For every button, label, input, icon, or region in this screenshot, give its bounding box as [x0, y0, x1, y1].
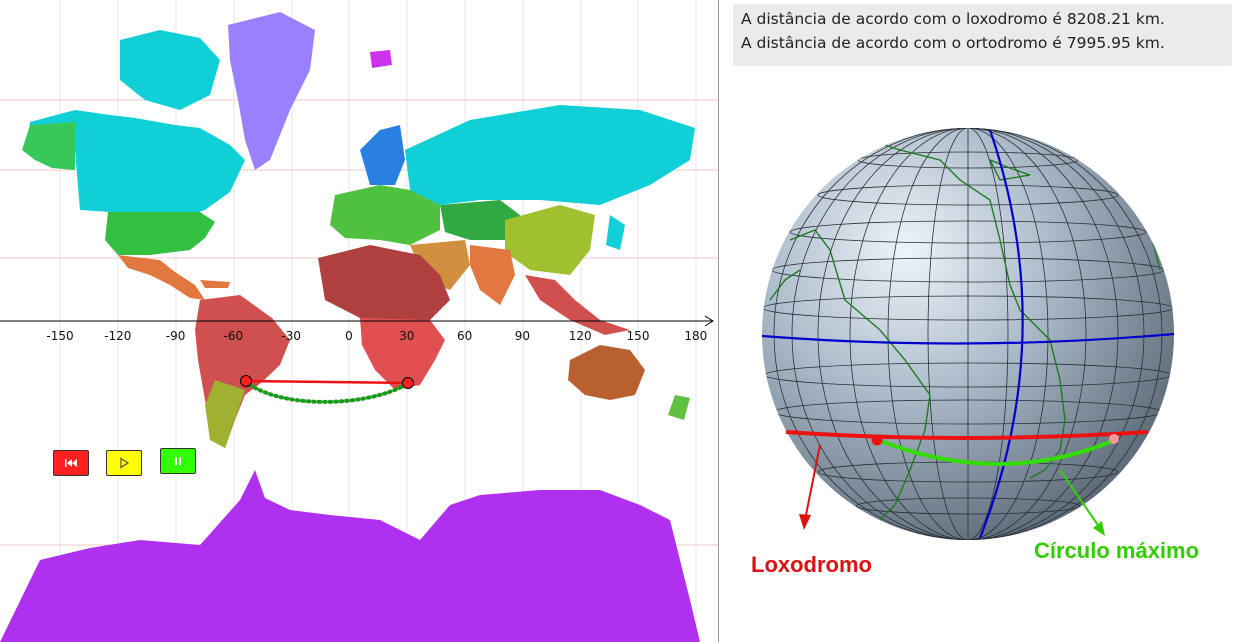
- australia-land: [568, 345, 645, 400]
- usa-land: [105, 212, 215, 255]
- sub-saharan-africa-land: [360, 318, 445, 390]
- japan-land: [606, 215, 625, 250]
- x-axis-tick-label: -120: [104, 329, 131, 343]
- x-axis-tick-label: -90: [166, 329, 186, 343]
- map-end-point[interactable]: [402, 377, 414, 389]
- scandinavia-land: [360, 125, 405, 185]
- caribbean-land: [200, 280, 230, 288]
- globe-panel: Loxodromo Círculo máximo: [719, 0, 1250, 642]
- loxodrome-label: Loxodromo: [751, 552, 872, 577]
- map-start-point[interactable]: [240, 375, 252, 387]
- north-america-land: [28, 110, 245, 215]
- iceland-land: [370, 50, 392, 68]
- globe-start-point[interactable]: [871, 434, 883, 446]
- globe-loxodrome-line: [785, 430, 1149, 440]
- x-axis-tick-label: -150: [46, 329, 73, 343]
- world-map: -150 -120 -90 -60 -30 0 30 60 90 120 150 180: [0, 0, 718, 642]
- loxodrome-distance-text: A distância de acordo com o loxodromo é …: [741, 10, 1165, 28]
- x-axis-tick-label: 0: [345, 329, 353, 343]
- x-axis-tick-label: 180: [684, 329, 707, 343]
- globe-equator-line: [761, 332, 1175, 345]
- china-land: [505, 205, 595, 275]
- globe-view[interactable]: Loxodromo Círculo máximo: [719, 0, 1250, 642]
- europe-land: [330, 185, 440, 245]
- x-axis-tick-label: 150: [627, 329, 650, 343]
- india-land: [470, 245, 515, 305]
- russia-land: [405, 105, 695, 205]
- antarctica-land: [0, 470, 700, 642]
- new-zealand-land: [668, 395, 690, 420]
- greenland-land: [228, 12, 315, 170]
- pause-icon: [175, 457, 181, 465]
- loxodrome-arrow: [799, 444, 821, 530]
- x-axis-tick-labels: -150 -120 -90 -60 -30 0 30 60 90 120 150 180: [46, 329, 707, 343]
- alaska-land: [22, 122, 75, 170]
- central-asia-land: [440, 200, 520, 240]
- x-axis-tick-label: -60: [224, 329, 244, 343]
- great-circle-label: Círculo máximo: [1034, 538, 1199, 563]
- north-africa-land: [318, 245, 450, 325]
- play-icon: [120, 457, 130, 469]
- mexico-central-america-land: [118, 255, 205, 300]
- southeast-asia-land: [525, 275, 630, 335]
- great-circle-arrow: [1059, 469, 1105, 536]
- southern-cone-land: [205, 380, 245, 448]
- distance-info-box: A distância de acordo com o loxodromo é …: [733, 4, 1232, 66]
- x-axis-tick-label: 90: [515, 329, 530, 343]
- mercator-map-panel: -150 -120 -90 -60 -30 0 30 60 90 120 150 180: [0, 0, 718, 642]
- great-circle-distance-text: A distância de acordo com o ortodromo é …: [741, 34, 1165, 52]
- x-axis-tick-label: 30: [399, 329, 414, 343]
- globe-prime-meridian-line: [978, 129, 1024, 539]
- panel-divider[interactable]: [718, 0, 719, 642]
- globe-end-point[interactable]: [1109, 434, 1119, 444]
- rewind-button[interactable]: [53, 450, 89, 476]
- pause-button[interactable]: [160, 448, 196, 474]
- x-axis: [0, 315, 714, 327]
- map-loxodrome-line: [245, 379, 409, 385]
- x-axis-tick-label: -30: [281, 329, 301, 343]
- rewind-icon: [65, 459, 77, 467]
- arctic-islands-land: [120, 30, 220, 110]
- x-axis-tick-label: 60: [457, 329, 472, 343]
- play-button[interactable]: [106, 450, 142, 476]
- map-great-circle-path: [248, 383, 407, 404]
- x-axis-tick-label: 120: [569, 329, 592, 343]
- globe-great-circle-arc: [877, 438, 1116, 466]
